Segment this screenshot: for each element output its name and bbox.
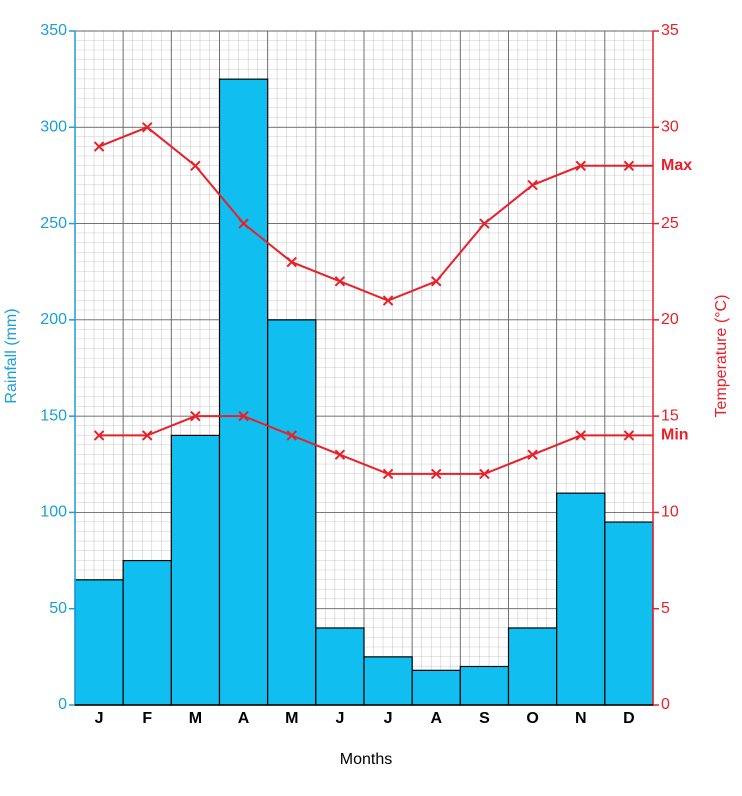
bar bbox=[122, 559, 172, 706]
y2-tick-label: 5 bbox=[661, 600, 670, 617]
temperature-line bbox=[98, 126, 629, 302]
x-tick-label: M bbox=[285, 710, 298, 727]
x-tick-label: O bbox=[526, 710, 538, 727]
y-tick-label: 100 bbox=[40, 504, 67, 521]
bar bbox=[363, 656, 413, 706]
y2-axis-label: Temperature (°C) bbox=[713, 295, 730, 418]
temperature-marker bbox=[190, 410, 201, 422]
bar bbox=[556, 492, 606, 706]
x-tick-label: F bbox=[142, 710, 152, 727]
x-tick-label: J bbox=[335, 710, 344, 727]
x-tick-label: J bbox=[95, 710, 104, 727]
x-axis-label: Months bbox=[340, 751, 392, 768]
temperature-marker bbox=[382, 295, 394, 306]
y-tick-label: 300 bbox=[40, 119, 67, 136]
y2-tick-label: 15 bbox=[661, 407, 679, 424]
temperature-marker bbox=[238, 218, 249, 229]
y2-tick-label: 30 bbox=[661, 119, 679, 136]
temperature-marker bbox=[431, 276, 442, 287]
y-tick-label: 150 bbox=[40, 407, 67, 424]
y2-tick-label: 35 bbox=[661, 22, 679, 39]
y2-tick-label: 25 bbox=[661, 215, 679, 232]
y-tick-label: 50 bbox=[49, 600, 67, 617]
temperature-marker bbox=[479, 468, 490, 480]
temperature-marker bbox=[190, 160, 201, 172]
y2-tick-label: 10 bbox=[661, 504, 679, 521]
bar bbox=[604, 521, 654, 706]
temperature-marker bbox=[93, 430, 105, 441]
temperature-marker bbox=[527, 449, 538, 460]
bar bbox=[170, 434, 221, 706]
temperature-line bbox=[99, 415, 629, 475]
temperature-marker bbox=[142, 430, 153, 441]
bar bbox=[507, 627, 558, 706]
bar bbox=[74, 579, 124, 706]
temperature-marker bbox=[431, 468, 442, 480]
x-tick-label: N bbox=[575, 710, 587, 727]
bar bbox=[267, 319, 317, 706]
temperature-marker bbox=[575, 160, 586, 172]
temperature-marker bbox=[286, 256, 297, 268]
y-tick-label: 350 bbox=[40, 22, 67, 39]
temperature-marker bbox=[479, 218, 490, 229]
x-tick-label: J bbox=[384, 710, 393, 727]
x-tick-label: M bbox=[189, 710, 202, 727]
temperature-marker bbox=[286, 430, 297, 441]
bar bbox=[218, 78, 269, 706]
y2-tick-label: 0 bbox=[661, 696, 670, 713]
y-tick-label: 250 bbox=[40, 215, 67, 232]
x-tick-label: A bbox=[238, 710, 250, 727]
temperature-marker bbox=[93, 141, 105, 152]
x-tick-label: D bbox=[623, 710, 635, 727]
temperature-marker bbox=[527, 179, 538, 191]
y-tick-label: 200 bbox=[40, 311, 67, 328]
y-axis-label: Rainfall (mm) bbox=[3, 308, 20, 403]
bar bbox=[459, 665, 510, 706]
series-label: Min bbox=[661, 427, 689, 444]
temperature-marker bbox=[334, 449, 346, 460]
y2-tick-label: 20 bbox=[661, 311, 679, 328]
bar bbox=[411, 669, 461, 706]
temperature-marker bbox=[334, 276, 346, 287]
x-tick-label: S bbox=[479, 710, 490, 727]
series-label: Max bbox=[661, 157, 692, 174]
temperature-marker bbox=[382, 468, 394, 480]
y-tick-label: 0 bbox=[58, 696, 67, 713]
bar bbox=[315, 627, 365, 706]
x-tick-label: A bbox=[430, 710, 442, 727]
temperature-marker bbox=[575, 430, 586, 441]
temperature-marker bbox=[142, 122, 153, 133]
temperature-marker bbox=[238, 410, 249, 422]
